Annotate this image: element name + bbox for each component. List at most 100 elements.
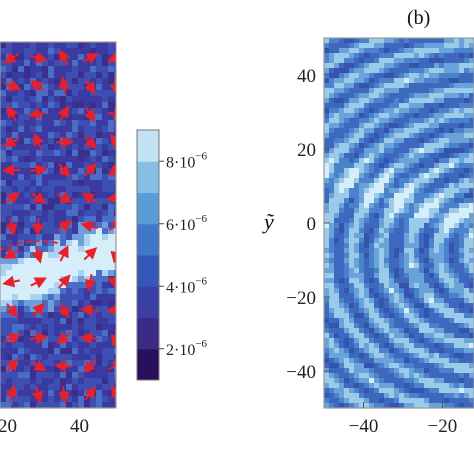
- vector-arrow: [31, 302, 45, 317]
- vector-arrow: [3, 51, 20, 63]
- vector-arrow: [29, 164, 48, 177]
- vector-arrow: [80, 332, 99, 345]
- vector-arrow: [30, 277, 47, 289]
- colorbar-level: [137, 130, 159, 162]
- y-axis-label: ỹ: [262, 209, 275, 234]
- colorbar-level: [137, 223, 159, 256]
- colorbar-level: [137, 286, 159, 318]
- vector-arrow: [55, 136, 74, 149]
- left-map-panel: 20 40: [0, 41, 117, 437]
- vector-arrow: [108, 164, 116, 177]
- vector-arrow: [30, 51, 48, 64]
- vector-arrow: [28, 107, 47, 120]
- vector-arrow: [5, 384, 18, 402]
- vector-arrow: [110, 133, 116, 148]
- right-x-tick-label: −20: [428, 416, 458, 437]
- vector-arrow: [33, 133, 45, 150]
- colorbar-tick-label: 6·10−6: [166, 213, 208, 234]
- right-x-tick-label: −40: [349, 416, 379, 437]
- colorbar-tick-label: 2·10−6: [166, 338, 208, 359]
- vector-arrow: [59, 49, 71, 66]
- vector-arrow: [30, 359, 47, 371]
- vector-arrow: [83, 359, 97, 374]
- vector-arrow: [82, 53, 99, 65]
- vector-arrow: [54, 360, 73, 373]
- left-x-tick-label: 40: [70, 416, 89, 437]
- vector-arrow-field: [0, 49, 116, 404]
- vector-arrow: [3, 247, 20, 259]
- vector-arrow: [56, 191, 73, 203]
- vector-arrow: [57, 385, 70, 404]
- left-map-field: [0, 42, 116, 408]
- right-y-tick-label: 20: [297, 140, 316, 161]
- right-y-tick-label: 0: [307, 214, 317, 235]
- vector-arrow: [83, 106, 96, 123]
- vector-arrow: [6, 358, 19, 373]
- colorbar-ticks: 8·10−6 6·10−6 4·10−6 2·10−6: [159, 150, 208, 359]
- vector-arrow: [5, 217, 18, 236]
- colorbar: 8·10−6 6·10−6 4·10−6 2·10−6: [136, 129, 208, 381]
- colorbar-level: [137, 348, 159, 381]
- vector-arrow: [31, 385, 44, 404]
- right-map-panel: 40 20 0 −20 −40 −40 −20 ỹ (b): [262, 7, 474, 437]
- colorbar-level: [137, 317, 159, 350]
- vector-arrow: [57, 244, 69, 262]
- left-map-frame: [0, 41, 117, 409]
- vector-arrow: [84, 273, 97, 292]
- vector-arrow: [32, 217, 45, 236]
- vector-arrow: [106, 303, 116, 316]
- vector-arrow: [56, 220, 73, 233]
- vector-arrow: [29, 332, 48, 345]
- panel-label-b: (b): [407, 7, 430, 29]
- right-y-tick-label: −20: [286, 288, 316, 309]
- vector-arrow: [84, 386, 97, 401]
- colorbar-levels: [137, 130, 159, 381]
- vector-arrow: [58, 163, 71, 178]
- vector-arrow: [107, 107, 116, 120]
- vector-arrow: [5, 191, 20, 204]
- vector-arrow: [58, 76, 71, 95]
- vector-arrow: [83, 78, 96, 95]
- vector-arrow: [83, 247, 98, 261]
- vector-arrow: [81, 192, 98, 205]
- right-x-axis: −40 −20: [349, 402, 458, 437]
- vector-arrow: [106, 51, 116, 63]
- vector-arrow: [30, 79, 45, 92]
- vector-arrow: [58, 274, 71, 289]
- vector-arrow: [56, 332, 71, 345]
- right-y-axis: 40 20 0 −20 −40: [286, 66, 330, 383]
- vector-arrow: [106, 191, 116, 204]
- colorbar-tick-label: 4·10−6: [166, 275, 208, 296]
- vector-arrow: [111, 385, 116, 399]
- vector-arrow: [6, 303, 19, 318]
- left-x-tick-label: 20: [0, 416, 17, 437]
- vector-arrow: [80, 304, 99, 317]
- colorbar-tick-label: 8·10−6: [166, 150, 208, 171]
- vector-arrow: [110, 334, 116, 348]
- vector-arrow: [3, 135, 20, 147]
- vector-arrow: [106, 277, 116, 289]
- colorbar-level: [137, 161, 159, 193]
- right-map-field: [324, 38, 474, 408]
- colorbar-level: [137, 255, 159, 287]
- vector-arrow: [57, 302, 70, 319]
- vector-arrow: [80, 220, 98, 233]
- vector-arrow: [108, 221, 116, 233]
- right-y-tick-label: −40: [286, 362, 316, 383]
- vector-arrow: [31, 246, 44, 264]
- vector-arrow: [2, 275, 21, 288]
- colorbar-level: [137, 192, 159, 225]
- vector-arrow: [31, 192, 46, 205]
- dashed-curve: [0, 240, 63, 251]
- colorbar-frame: [136, 129, 160, 381]
- vector-arrow: [108, 361, 116, 373]
- vector-arrow: [4, 333, 22, 345]
- vector-arrow: [83, 135, 98, 150]
- vector-arrow: [57, 105, 69, 122]
- vector-arrow: [109, 77, 116, 96]
- left-x-axis: 20 40: [0, 402, 89, 437]
- vector-arrow: [83, 162, 97, 177]
- vector-arrow: [4, 79, 22, 91]
- vector-arrow: [6, 105, 19, 122]
